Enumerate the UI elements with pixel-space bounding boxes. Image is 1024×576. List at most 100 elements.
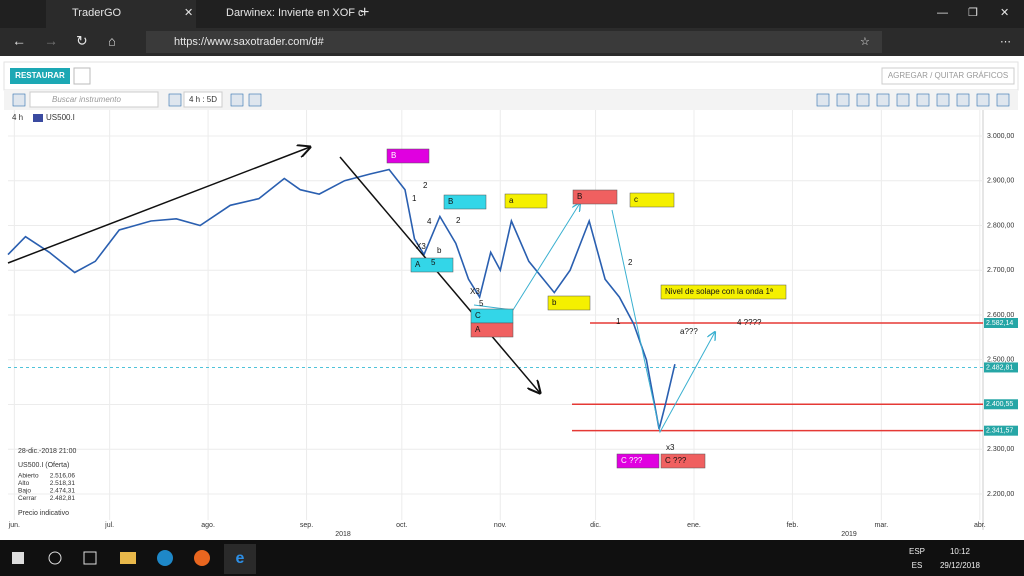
refresh-button[interactable]: ↻: [76, 33, 88, 49]
search-box[interactable]: [29, 91, 159, 108]
year-label: 2019: [841, 531, 857, 538]
address-bar[interactable]: [146, 31, 882, 53]
wave-box: [660, 453, 706, 469]
wave-label: b: [437, 246, 442, 255]
home-button[interactable]: ⌂: [108, 33, 116, 48]
add-remove-label[interactable]: AGREGAR / QUITAR GRÁFICOS: [888, 71, 1008, 80]
window-minimize[interactable]: —: [937, 7, 948, 19]
y-tick-label: 2.800,00: [987, 222, 1014, 229]
restore-button[interactable]: [10, 68, 70, 84]
app-firefox[interactable]: [194, 550, 210, 566]
tab-title[interactable]: TraderGO: [72, 7, 122, 19]
tool-button[interactable]: [916, 93, 930, 107]
search-button[interactable]: [48, 551, 62, 565]
timeframe-button[interactable]: [183, 91, 223, 108]
tool-button[interactable]: [856, 93, 870, 107]
level-label: 2.400,55: [986, 401, 1013, 408]
tool-icons: [12, 93, 1010, 107]
info-value: 2.518,31: [50, 480, 76, 487]
tab-title[interactable]: Darwinex: Invierte en XOF c: [226, 7, 364, 19]
x-tick-label: abr.: [974, 522, 986, 529]
favorite[interactable]: ☆: [860, 36, 870, 48]
info-datetime: 28-dic.-2018 21:00: [18, 448, 76, 455]
language[interactable]: ESP: [909, 547, 925, 556]
y-tick-label: 2.900,00: [987, 178, 1014, 185]
new-tab[interactable]: +: [360, 4, 369, 21]
info-panel: 28-dic.-2018 21:00 US500.I (Oferta) Prec…: [18, 448, 76, 517]
clock-date[interactable]: 29/12/2018: [940, 561, 981, 570]
app-explorer[interactable]: [120, 552, 136, 564]
wave-label: a: [509, 196, 514, 205]
info-instrument: US500.I (Oferta): [18, 462, 69, 469]
wave-label: C ???: [621, 456, 643, 465]
info-value: 2.474,31: [50, 488, 76, 495]
wave-box: [629, 192, 675, 208]
info-value: 2.516,06: [50, 473, 76, 480]
y-tick-label: 2.300,00: [987, 446, 1014, 453]
app-header: [3, 61, 1019, 91]
y-tick-label: 2.500,00: [987, 357, 1014, 364]
x-tick-label: mar.: [875, 522, 889, 529]
tool-button[interactable]: [836, 93, 850, 107]
restore-label[interactable]: RESTAURAR: [15, 71, 65, 80]
wave-label: X3: [416, 242, 426, 251]
tool-button[interactable]: [956, 93, 970, 107]
level-tag: [984, 425, 1018, 436]
more-menu[interactable]: ⋯: [1000, 36, 1011, 48]
wave-label: 4: [427, 217, 432, 226]
level-label: 2.341,57: [986, 428, 1013, 435]
popout-button[interactable]: [73, 67, 91, 85]
wave-label: 5: [479, 299, 484, 308]
tool-button[interactable]: [996, 93, 1010, 107]
x-tick-label: ago.: [201, 522, 215, 529]
start-button[interactable]: [12, 552, 24, 564]
info-key: Cerrar: [18, 495, 37, 502]
wave-label: 2: [423, 181, 428, 190]
wave-label: x3: [666, 443, 675, 452]
flag-icon: [33, 114, 43, 122]
wave-label: 1: [412, 194, 417, 203]
search-placeholder[interactable]: Buscar instrumento: [52, 95, 121, 104]
wave-box: [616, 453, 660, 469]
app-edge-active[interactable]: [224, 544, 256, 574]
tool-button[interactable]: [816, 93, 830, 107]
back-button[interactable]: ←: [12, 33, 26, 49]
tab-active[interactable]: [46, 0, 196, 28]
x-tick-label: jun.: [8, 522, 20, 529]
tool-button[interactable]: [230, 93, 244, 107]
trend-arrow: [339, 156, 540, 393]
x-tick-label: ene.: [687, 522, 701, 529]
x-tick-label: dic.: [590, 522, 601, 529]
add-remove-button[interactable]: [881, 67, 1015, 85]
wave-label: c: [634, 195, 638, 204]
tab-close[interactable]: ✕: [184, 7, 193, 19]
wave-box: [572, 189, 618, 205]
layout[interactable]: ES: [912, 561, 923, 570]
app-edge[interactable]: e: [236, 550, 245, 567]
tool-button[interactable]: [936, 93, 950, 107]
tool-button[interactable]: [248, 93, 262, 107]
x-tick-label: feb.: [787, 522, 799, 529]
clock-time[interactable]: 10:12: [950, 547, 971, 556]
wave-label: 2: [456, 216, 461, 225]
tool-button[interactable]: [896, 93, 910, 107]
info-value: 2.482,81: [50, 495, 76, 502]
tool-button[interactable]: [876, 93, 890, 107]
level-tag: [984, 399, 1018, 410]
wave-label: B: [448, 197, 453, 206]
wave-label: C ???: [665, 456, 687, 465]
task-view[interactable]: [83, 551, 97, 565]
wave-label: B: [391, 151, 396, 160]
tool-button[interactable]: [12, 93, 26, 107]
forward-button[interactable]: →: [44, 33, 58, 49]
app-icon[interactable]: [157, 550, 173, 566]
window-restore[interactable]: ❐: [968, 7, 978, 19]
wave-label: a???: [680, 327, 698, 336]
wave-label: b: [552, 298, 557, 307]
wave-label: Nivel de solape con la onda 1ª: [665, 287, 773, 296]
tool-button[interactable]: [976, 93, 990, 107]
tool-button[interactable]: [168, 93, 182, 107]
window-close[interactable]: ✕: [1000, 7, 1009, 19]
url[interactable]: https://www.saxotrader.com/d#: [174, 36, 325, 48]
timeframe-label[interactable]: 4 h : 5D: [189, 95, 217, 104]
